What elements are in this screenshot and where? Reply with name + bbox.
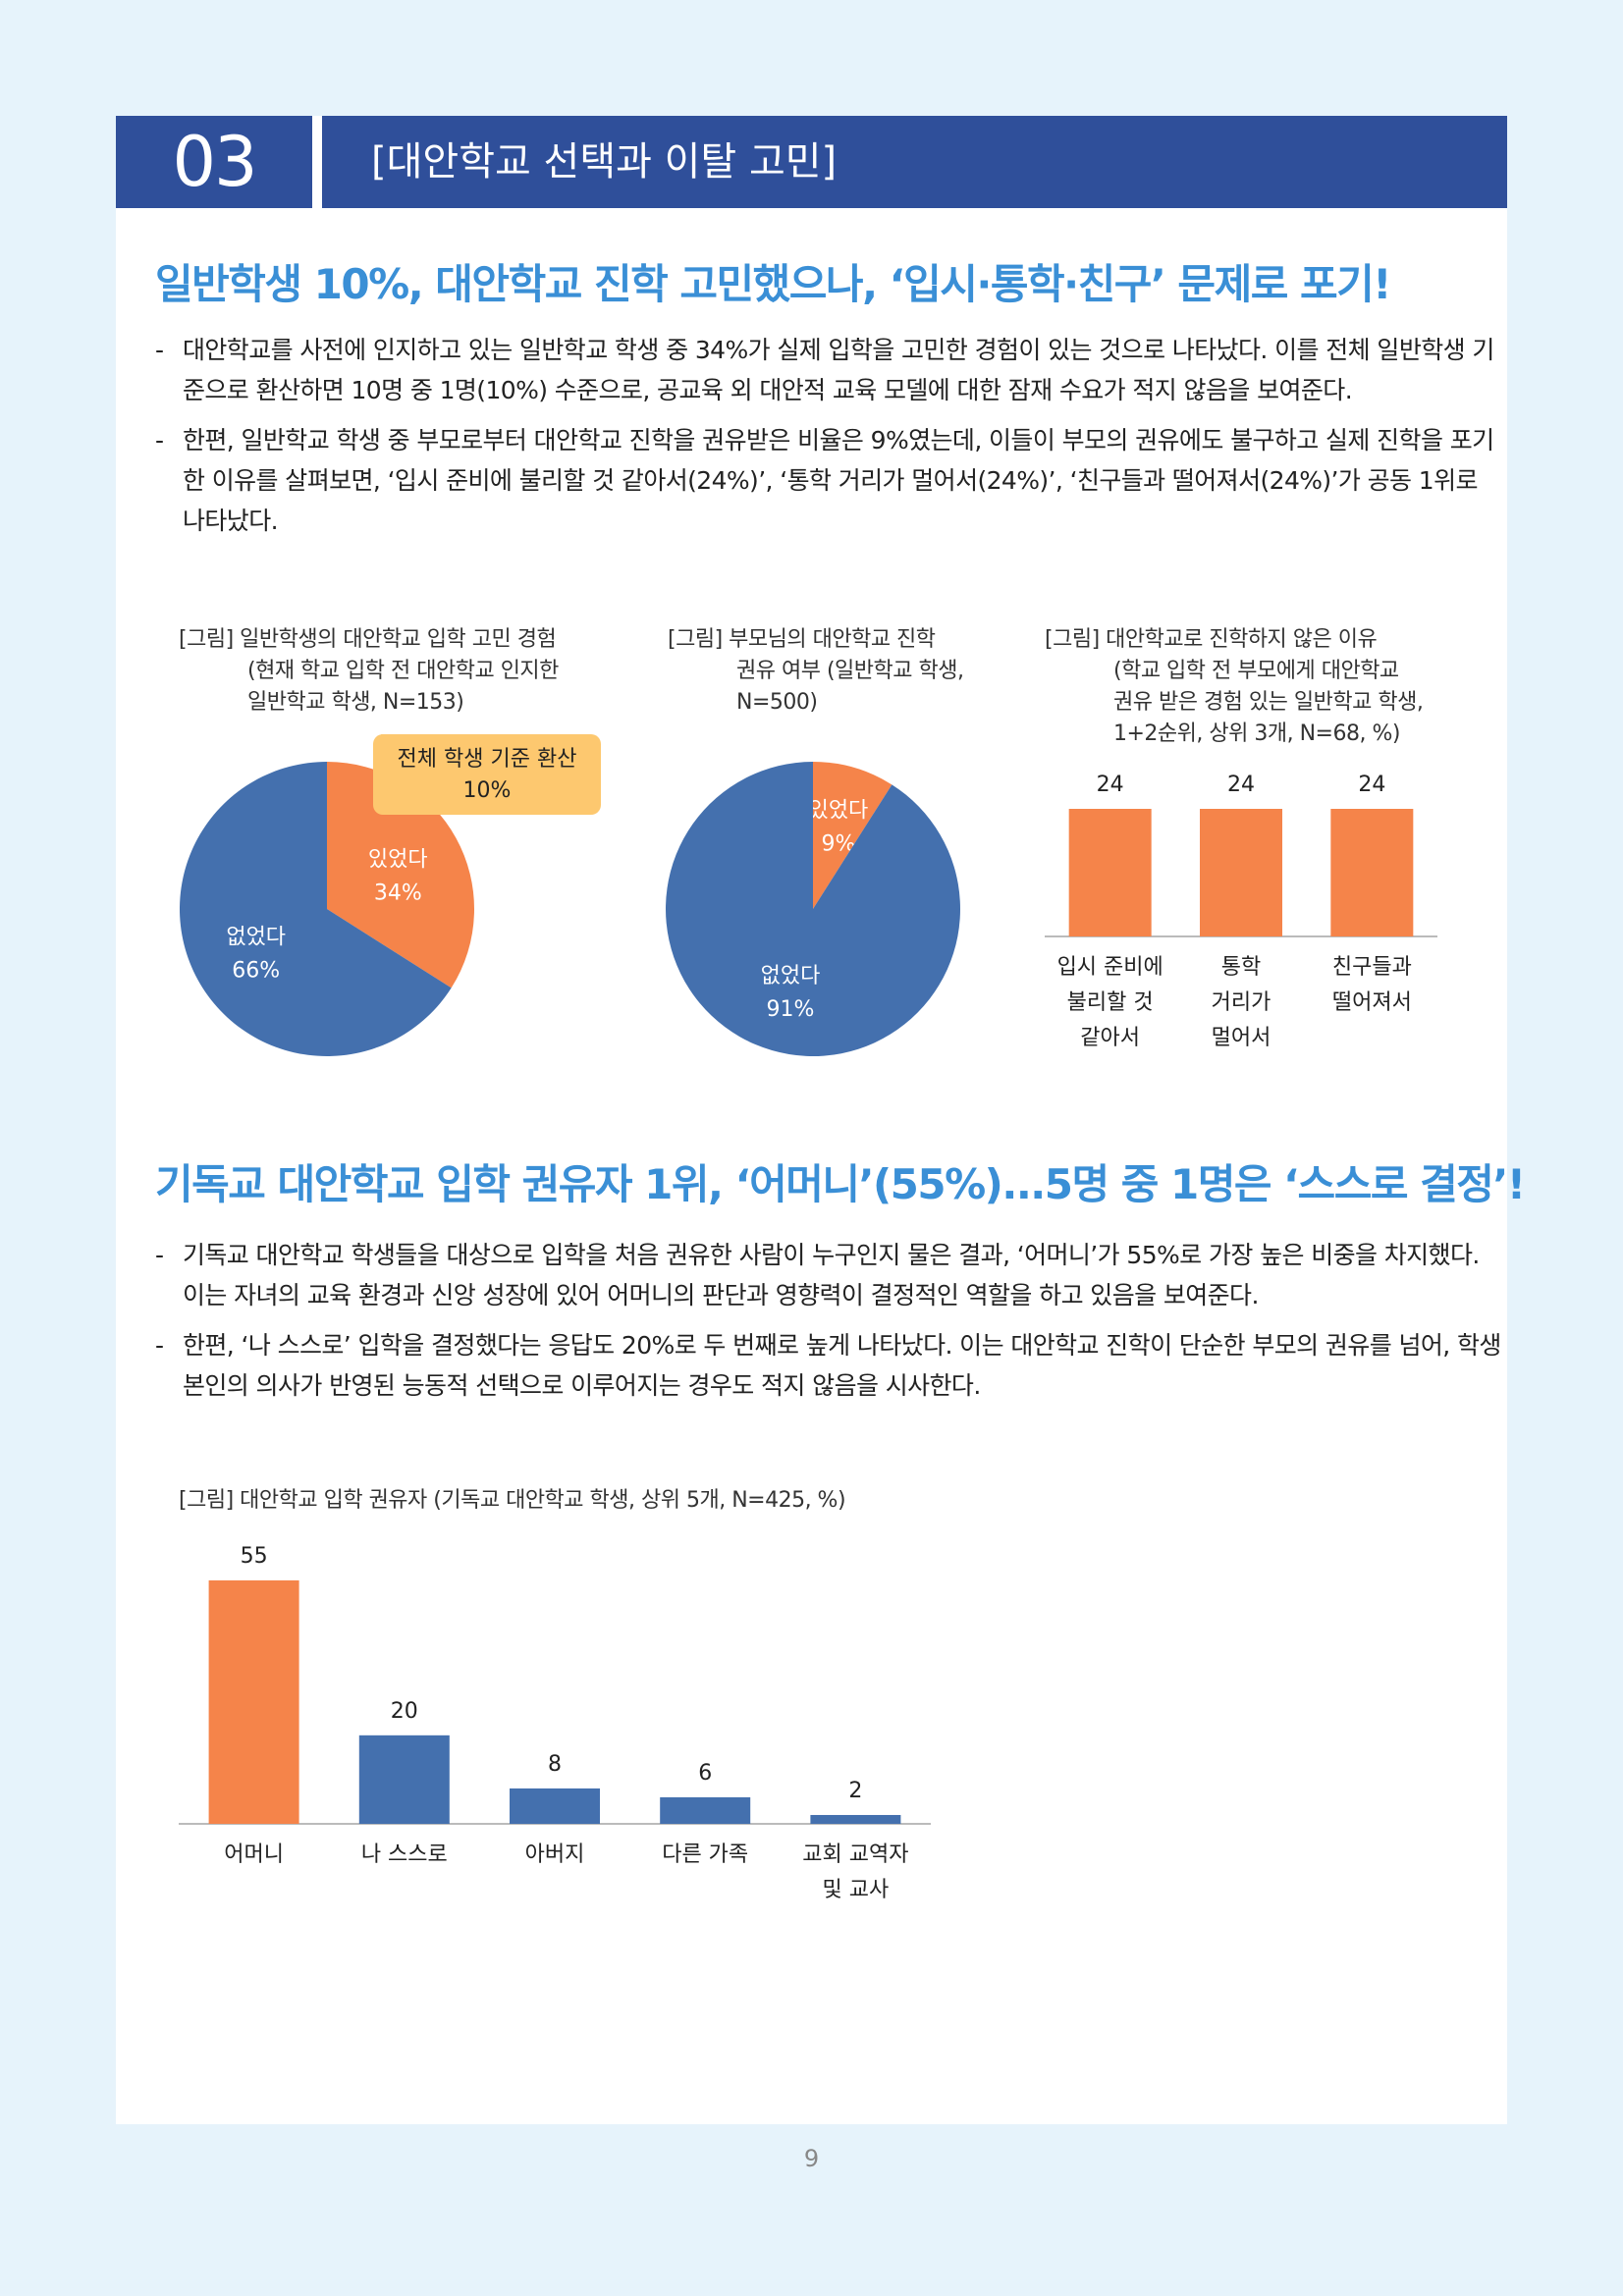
bar-2-bar-2 <box>510 1788 600 1824</box>
bar-2-tick-1-0: 나 스스로 <box>361 1842 448 1867</box>
caption-3: [그림] 대안학교로 진학하지 않은 이유 (학교 입학 전 부모에게 대안학교… <box>1045 624 1424 750</box>
bar-2-tick-4-1: 및 교사 <box>823 1878 890 1902</box>
section-header: 03 [대안학교 선택과 이탈 고민] <box>116 116 1507 208</box>
caption-2-line-3: N=500) <box>736 690 818 715</box>
paragraph-2-2: 한편, ‘나 스스로’ 입학을 결정했다는 응답도 20%로 두 번째로 높게 … <box>155 1325 1502 1406</box>
caption-4: [그림] 대안학교 입학 권유자 (기독교 대안학교 학생, 상위 5개, N=… <box>179 1485 846 1517</box>
paragraph-2-1: 기독교 대안학교 학생들을 대상으로 입학을 처음 권유한 사람이 누구인지 물… <box>155 1235 1502 1315</box>
page-number: 9 <box>803 2145 820 2172</box>
pie-chart-1-svg <box>116 116 1507 1097</box>
paragraph-1-2: 한편, 일반학교 학생 중 부모로부터 대안학교 진학을 권유받은 비율은 9%… <box>155 420 1502 541</box>
bar-2-value-3: 6 <box>698 1761 712 1786</box>
bar-2-tick-2-0: 아버지 <box>525 1842 585 1867</box>
caption-3-line-4: 1+2순위, 상위 3개, N=68, %) <box>1113 721 1400 746</box>
heading-2: 기독교 대안학교 입학 권유자 1위, ‘어머니’(55%)...5명 중 1명… <box>155 1160 1526 1208</box>
bar-2-value-2: 8 <box>548 1752 562 1777</box>
bar-2-bar-1 <box>358 1735 450 1824</box>
paragraph-1-1: 대안학교를 사전에 인지하고 있는 일반학교 학생 중 34%가 실제 입학을 … <box>155 330 1502 410</box>
bar-2-bar-3 <box>660 1796 751 1824</box>
bar-2-tick-3-0: 다른 가족 <box>662 1842 748 1867</box>
caption-2-line-2: 권유 여부 (일반학교 학생, <box>736 659 964 683</box>
paragraphs-1: 대안학교를 사전에 인지하고 있는 일반학교 학생 중 34%가 실제 입학을 … <box>155 330 1502 551</box>
caption-1: [그림] 일반학생의 대안학교 입학 고민 경험 (현재 학교 입학 전 대안학… <box>179 624 559 719</box>
caption-1-line-2: (현재 학교 입학 전 대안학교 인지한 <box>247 659 559 683</box>
caption-2-line-1: [그림] 부모님의 대안학교 진학 <box>668 627 936 652</box>
section-number: 03 <box>116 116 312 208</box>
bar-2-value-0: 55 <box>241 1544 268 1569</box>
bar-2-bar-4 <box>810 1814 901 1824</box>
bar-2-tick-4-0: 교회 교역자 <box>802 1842 908 1867</box>
caption-1-line-3: 일반학교 학생, N=153) <box>247 690 464 715</box>
caption-4-line-1: [그림] 대안학교 입학 권유자 (기독교 대안학교 학생, 상위 5개, N=… <box>179 1488 846 1513</box>
caption-3-line-2: (학교 입학 전 부모에게 대안학교 <box>1113 659 1399 683</box>
caption-1-line-1: [그림] 일반학생의 대안학교 입학 고민 경험 <box>179 627 557 652</box>
bar-2-value-4: 2 <box>848 1779 862 1803</box>
caption-3-line-1: [그림] 대안학교로 진학하지 않은 이유 <box>1045 627 1378 652</box>
bar-2-tick-0-0: 어머니 <box>224 1842 284 1867</box>
heading-1: 일반학생 10%, 대안학교 진학 고민했으나, ‘입시·통학·친구’ 문제로 … <box>155 260 1391 308</box>
paragraphs-2: 기독교 대안학교 학생들을 대상으로 입학을 처음 권유한 사람이 누구인지 물… <box>155 1235 1502 1415</box>
bar-2-value-1: 20 <box>391 1699 418 1724</box>
section-title: [대안학교 선택과 이탈 고민] <box>322 116 1507 208</box>
bar-2-bar-0 <box>208 1580 299 1824</box>
caption-3-line-3: 권유 받은 경험 있는 일반학교 학생, <box>1113 690 1424 715</box>
page: 03 [대안학교 선택과 이탈 고민] 일반학생 10%, 대안학교 진학 고민… <box>116 116 1526 2124</box>
caption-2: [그림] 부모님의 대안학교 진학 권유 여부 (일반학교 학생, N=500) <box>668 624 964 719</box>
